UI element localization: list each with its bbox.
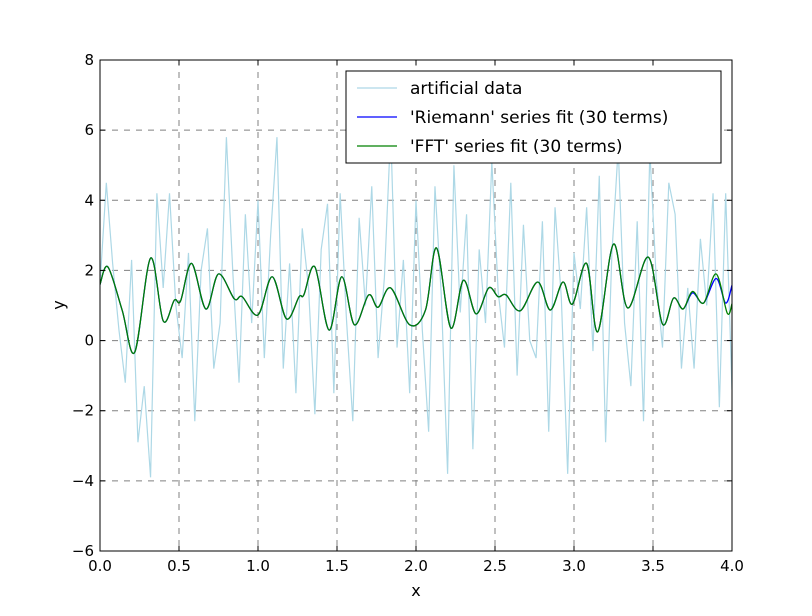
y-tick-label: 6 [84,121,94,139]
x-tick-label: 2.5 [483,557,507,575]
y-tick-label: −2 [72,402,94,420]
y-tick-label: −4 [72,472,94,490]
y-tick-label: 0 [84,332,94,350]
x-tick-label: 1.0 [246,557,270,575]
y-tick-label: 2 [84,261,94,279]
y-tick-label: 8 [84,51,94,69]
ticks: 0.0 0.5 1.0 1.5 2.0 2.5 3.0 3.5 4.0 −6 −4 −2 0 2 4 6 8 [72,51,744,575]
x-axis-label: x [411,581,420,600]
y-axis-label: y [49,300,68,309]
legend-label: 'FFT' series fit (30 terms) [410,137,622,157]
legend-label: 'Riemann' series fit (30 terms) [410,108,668,128]
artificial-data-line [100,130,732,478]
x-tick-label: 3.5 [641,557,665,575]
legend-label: artificial data [410,79,522,99]
x-tick-label: 4.0 [720,557,744,575]
y-tick-label: 4 [84,191,94,209]
legend: artificial data 'Riemann' series fit (30 … [345,70,722,164]
fft-fit-line [100,243,732,355]
x-tick-label: 3.0 [562,557,586,575]
legend-entry-riemann-fit: 'Riemann' series fit (30 terms) [357,108,668,128]
x-tick-label: 0.5 [167,557,191,575]
x-tick-label: 0.0 [88,557,112,575]
x-tick-label: 2.0 [404,557,428,575]
legend-box [345,70,722,164]
y-tick-label: −6 [72,542,94,560]
legend-entry-fft-fit: 'FFT' series fit (30 terms) [357,137,622,157]
series-layer [100,130,732,478]
x-tick-label: 1.5 [325,557,349,575]
legend-entry-artificial-data: artificial data [357,79,522,99]
